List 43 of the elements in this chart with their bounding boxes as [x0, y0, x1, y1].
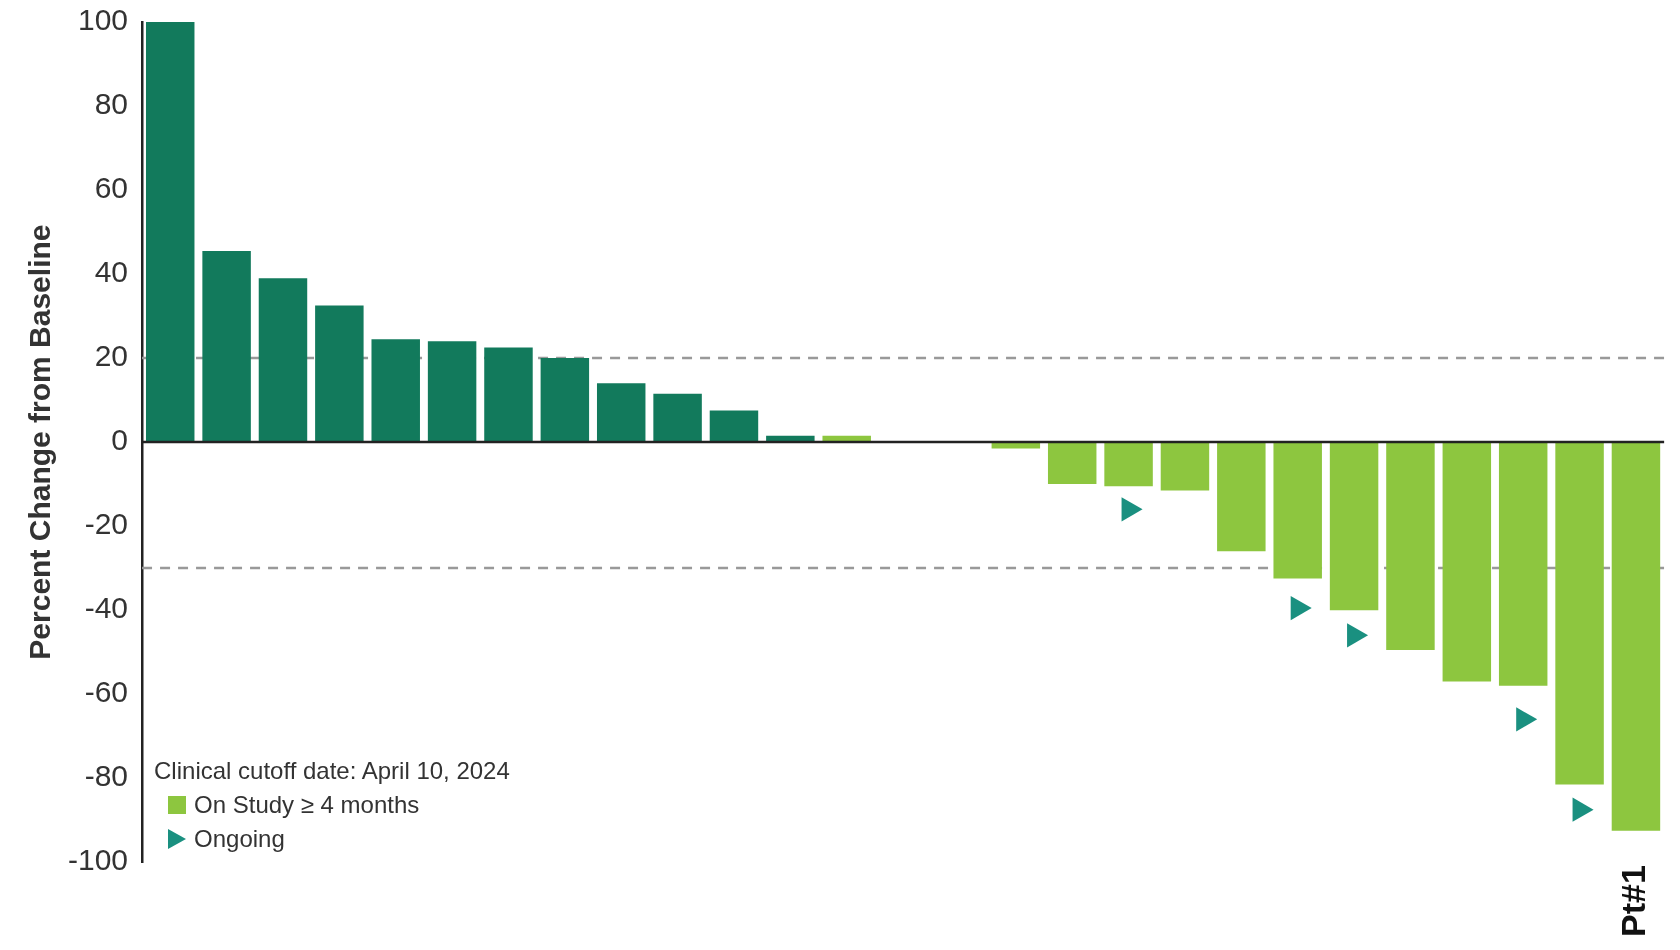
bar [315, 305, 364, 443]
bar [427, 341, 477, 443]
y-tick-label: 100 [77, 3, 129, 37]
bar [1442, 442, 1492, 682]
legend-label: On Study ≥ 4 months [194, 790, 420, 821]
point [1121, 497, 1143, 522]
y-tick-label: -100 [68, 843, 129, 877]
bar [1047, 442, 1097, 485]
bar [596, 383, 646, 443]
y-tick-label: 0 [111, 423, 129, 457]
bar [1555, 442, 1604, 785]
bar [709, 410, 759, 443]
y-tick-label: -20 [84, 507, 129, 541]
y-tick-label: -40 [84, 591, 129, 625]
bar [1160, 442, 1210, 491]
point [1290, 595, 1312, 621]
y-tick-label: 20 [94, 339, 129, 373]
bar [484, 347, 533, 443]
point [1347, 623, 1369, 648]
point [1572, 797, 1594, 822]
y-tick-label: 80 [94, 87, 129, 121]
bar [1273, 442, 1322, 579]
bar [371, 339, 420, 443]
bar [653, 393, 702, 443]
bar [1329, 442, 1379, 611]
bar [1386, 442, 1435, 651]
bar [258, 278, 308, 443]
bar [202, 250, 251, 443]
bar [145, 22, 195, 443]
x-tick-label: Pt#1 [1614, 865, 1653, 938]
legend-label: Ongoing [194, 824, 285, 855]
bar [540, 358, 590, 443]
bar [1611, 442, 1661, 831]
point [1516, 707, 1538, 732]
bar [1217, 442, 1266, 552]
y-axis-title: Percent Change from Baseline [23, 224, 57, 660]
y-tick-label: -60 [84, 675, 129, 709]
bar [1104, 442, 1153, 487]
y-tick-label: 60 [94, 171, 129, 205]
annotation: Clinical cutoff date: April 10, 2024 [154, 756, 510, 787]
y-tick-label: 40 [94, 255, 129, 289]
bar [1498, 442, 1548, 686]
y-tick-label: -80 [84, 759, 129, 793]
